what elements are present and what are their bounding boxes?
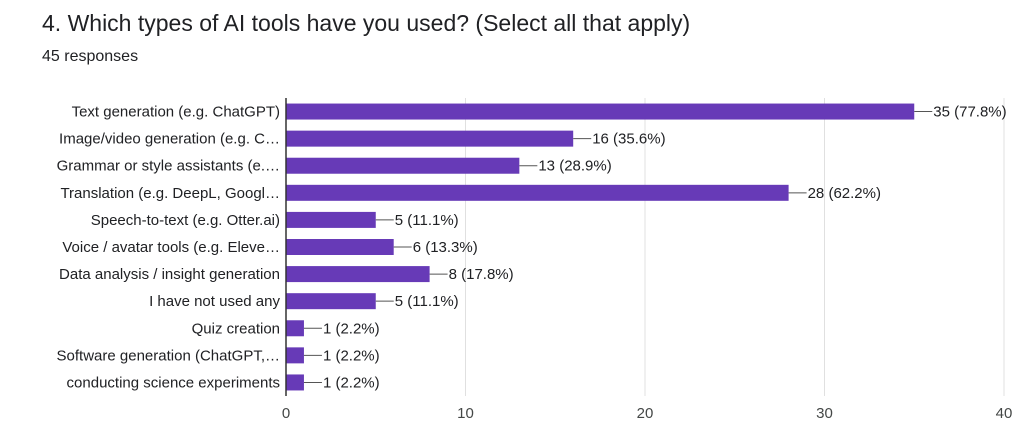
x-tick-label: 30 [816,405,833,421]
data-label: 13 (28.9%) [538,158,611,175]
category-label: Voice / avatar tools (e.g. Eleve… [62,239,280,256]
bar [286,239,394,255]
data-label: 28 (62.2%) [808,185,881,202]
question-title: 4. Which types of AI tools have you used… [42,10,691,36]
category-label: Speech-to-text (e.g. Otter.ai) [91,212,280,229]
data-label: 1 (2.2%) [323,374,380,391]
category-label: Software generation (ChatGPT,… [57,347,280,364]
data-label: 35 (77.8%) [933,104,1006,121]
response-count: 45 responses [42,48,139,65]
bar [286,320,304,337]
category-label: Text generation (e.g. ChatGPT) [72,104,280,121]
data-label: 6 (13.3%) [413,239,478,256]
data-label: 5 (11.1%) [395,293,459,310]
bar [286,347,304,364]
category-label: Data analysis / insight generation [59,266,280,283]
bar [286,211,376,228]
category-label: Quiz creation [192,320,280,337]
category-label: Translation (e.g. DeepL, Googl… [60,185,280,202]
data-label: 16 (35.6%) [592,131,665,148]
category-label: I have not used any [149,293,280,310]
bar [286,184,789,201]
data-label: 8 (17.8%) [449,266,514,283]
bar [286,103,915,120]
category-label: Image/video generation (e.g. C… [59,131,280,148]
bar [286,266,430,283]
bar [286,374,304,391]
x-tick-label: 20 [637,405,654,421]
data-label: 1 (2.2%) [323,320,380,337]
bar [286,157,520,174]
x-tick-label: 40 [996,405,1013,421]
data-label: 5 (11.1%) [395,212,459,229]
category-label: conducting science experiments [67,374,280,391]
data-label: 1 (2.2%) [323,347,380,364]
category-label: Grammar or style assistants (e.… [57,158,280,175]
bar [286,130,574,147]
x-tick-label: 10 [457,405,474,421]
x-tick-label: 0 [282,405,290,421]
bar [286,293,376,310]
